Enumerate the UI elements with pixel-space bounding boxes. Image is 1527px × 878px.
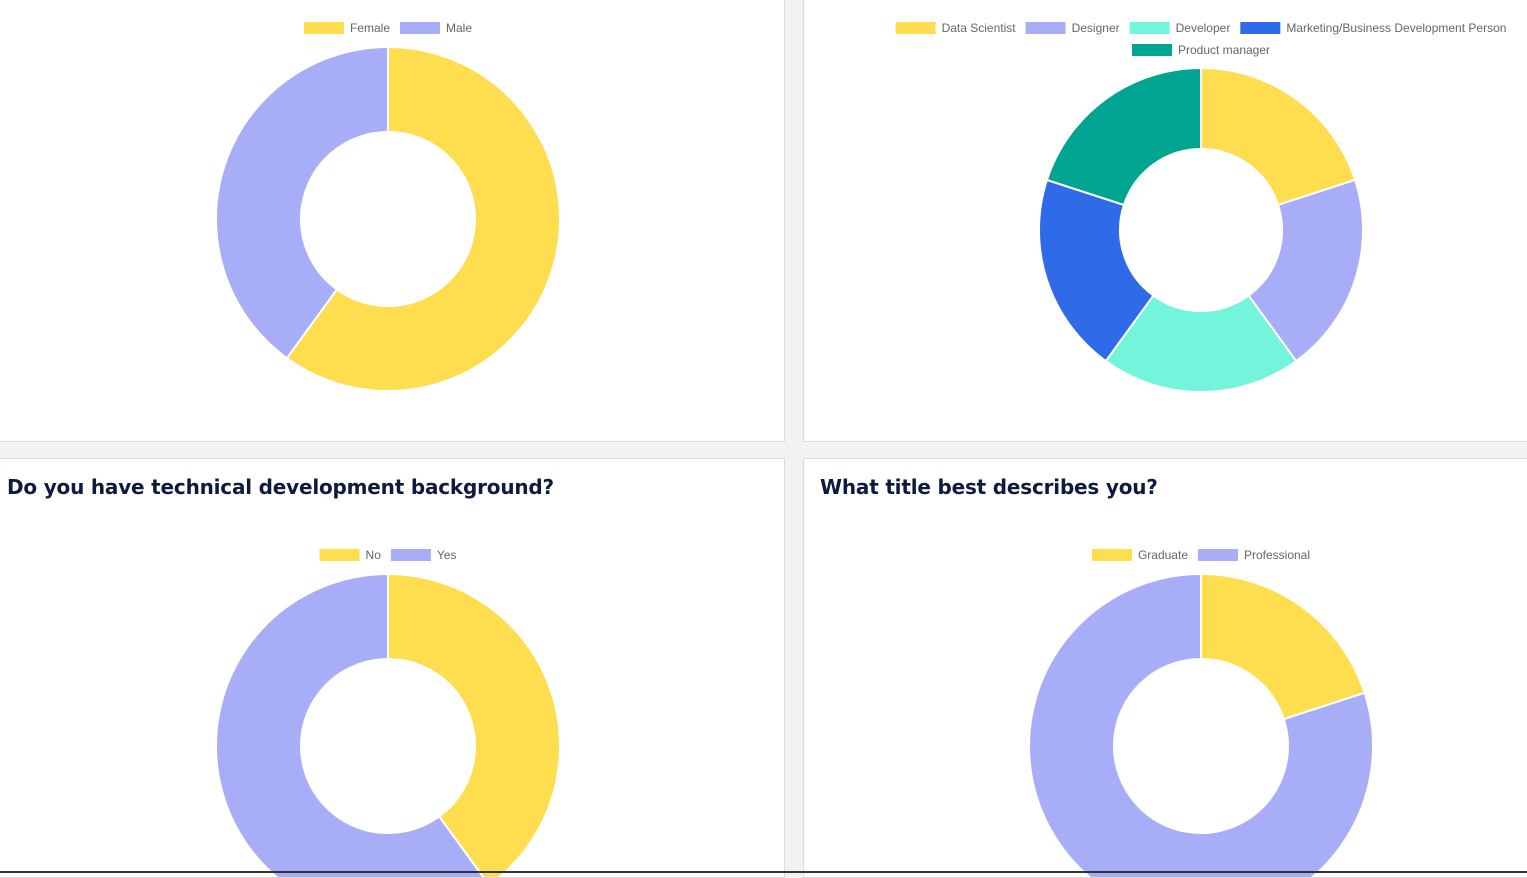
legend-swatch-male <box>400 22 441 34</box>
slice-female[interactable] <box>285 45 561 392</box>
legend-item-graduate[interactable]: Graduate <box>1091 548 1188 562</box>
slice-data-scientist[interactable] <box>1200 66 1357 207</box>
legend-label-marketing-business-development-person: Marketing/Business Development Person <box>1286 21 1506 35</box>
legend-label-designer: Designer <box>1072 21 1120 35</box>
slice-professional[interactable] <box>1028 572 1374 878</box>
gender-chart-card: Female Male <box>0 0 785 442</box>
legend-swatch-marketing-business-development-person <box>1240 22 1281 34</box>
title-describes-card: What title best describes you? Graduate P… <box>803 458 1527 878</box>
gender-donut-chart: Female Male <box>215 21 561 392</box>
role-chart-card: Data Scientist Designer Developer Marketing… <box>803 0 1527 442</box>
title-describes-title: What title best describes you? <box>820 475 1158 499</box>
legend-item-data-scientist[interactable]: Data Scientist <box>895 21 1017 35</box>
legend-swatch-no <box>319 549 360 561</box>
legend-swatch-designer <box>1025 22 1066 34</box>
legend-label-graduate: Graduate <box>1138 548 1188 562</box>
legend-label-no: No <box>366 548 382 562</box>
slice-product-manager[interactable] <box>1045 66 1202 207</box>
legend-item-female[interactable]: Female <box>303 21 390 35</box>
slice-yes[interactable] <box>215 572 489 878</box>
legend-swatch-product-manager <box>1131 44 1172 56</box>
slice-marketing-business-development-person[interactable] <box>1038 178 1155 363</box>
legend-label-yes: Yes <box>437 548 457 562</box>
legend-item-designer[interactable]: Designer <box>1025 21 1120 35</box>
slice-no[interactable] <box>387 572 561 878</box>
technical-background-card: Do you have technical development backgr… <box>0 458 785 878</box>
legend-label-data-scientist: Data Scientist <box>942 21 1017 35</box>
legend-label-male: Male <box>446 21 472 35</box>
technical-background-donut-chart: No Yes <box>215 548 561 878</box>
legend-swatch-yes <box>390 549 431 561</box>
slice-designer[interactable] <box>1247 178 1364 363</box>
slice-male[interactable] <box>215 45 389 360</box>
legend-label-product-manager: Product manager <box>1178 43 1270 57</box>
legend-label-professional: Professional <box>1244 548 1310 562</box>
legend-label-female: Female <box>350 21 390 35</box>
legend-item-product-manager[interactable]: Product manager <box>1131 43 1270 57</box>
legend-item-no[interactable]: No <box>319 548 382 562</box>
slice-developer[interactable] <box>1104 294 1298 393</box>
legend-label-developer: Developer <box>1176 21 1231 35</box>
technical-background-title: Do you have technical development backgr… <box>7 475 554 499</box>
legend-swatch-female <box>303 22 344 34</box>
legend-item-professional[interactable]: Professional <box>1197 548 1310 562</box>
slice-graduate[interactable] <box>1200 572 1366 721</box>
legend-swatch-developer <box>1129 22 1170 34</box>
bottom-edge <box>0 871 1527 873</box>
legend-swatch-graduate <box>1091 549 1132 561</box>
legend-swatch-professional <box>1197 549 1238 561</box>
title-describes-donut-chart: Graduate Professional <box>1028 548 1374 878</box>
legend-item-marketing-business-development-person[interactable]: Marketing/Business Development Person <box>1240 21 1506 35</box>
legend-item-yes[interactable]: Yes <box>390 548 457 562</box>
legend-item-developer[interactable]: Developer <box>1129 21 1231 35</box>
legend-swatch-data-scientist <box>895 22 936 34</box>
legend-item-male[interactable]: Male <box>400 21 472 35</box>
role-donut-chart: Data Scientist Designer Developer Marketing… <box>895 21 1506 393</box>
